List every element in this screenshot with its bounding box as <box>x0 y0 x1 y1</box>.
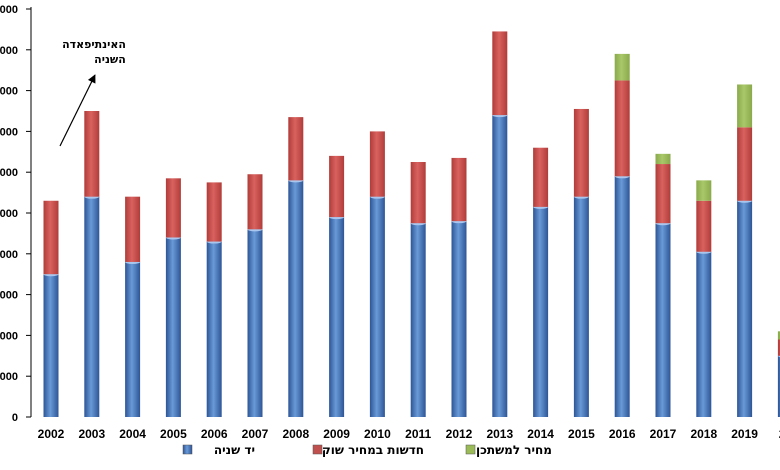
bar-segment <box>206 182 222 242</box>
bar-segment <box>533 147 549 207</box>
bar-segment <box>696 180 712 201</box>
legend-label: יד שניה <box>214 443 255 457</box>
bar-segment <box>737 200 753 417</box>
annotation-line-2: השניה <box>94 53 126 66</box>
x-tick-label: 2005 <box>160 427 187 441</box>
bar-segment <box>410 162 426 224</box>
x-tick-label: 2015 <box>568 427 595 441</box>
y-tick-label: 8000 <box>0 86 18 98</box>
bar-segment <box>165 237 181 417</box>
bar-segment <box>206 241 222 417</box>
x-tick-label: 2004 <box>119 427 146 441</box>
legend-swatch <box>182 444 193 455</box>
bar-segment <box>655 223 671 417</box>
bar-segment <box>451 221 467 417</box>
x-tick-label: 2002 <box>38 427 65 441</box>
bar-segment <box>451 157 467 222</box>
y-tick-label: 5000 <box>0 208 18 220</box>
x-tick-label: 2018 <box>690 427 717 441</box>
x-tick-label: 2017 <box>650 427 677 441</box>
bar-segment <box>777 355 780 417</box>
bar-segment <box>125 196 141 262</box>
bar-segment <box>247 174 263 230</box>
annotation-line-1: האינתיפאדה <box>62 38 126 51</box>
x-tick-label: 2012 <box>446 427 473 441</box>
y-tick-label: 2000 <box>0 330 18 342</box>
y-tick-label: 9000 <box>0 45 18 57</box>
bar-segment <box>329 217 345 417</box>
bar-segment <box>84 111 100 197</box>
x-tick-label: 2008 <box>282 427 309 441</box>
x-tick-label: 2006 <box>201 427 228 441</box>
bar-segment <box>165 178 181 238</box>
bar-segment <box>84 196 100 417</box>
x-tick-label: 2014 <box>527 427 554 441</box>
bar-segment <box>369 196 385 417</box>
y-tick-label: 7000 <box>0 126 18 138</box>
bar-segment <box>125 261 141 417</box>
bar-segment <box>492 31 508 116</box>
bar-segment <box>614 53 630 81</box>
bar-segment <box>614 176 630 417</box>
bar-segment <box>369 131 385 197</box>
bar-segment <box>533 206 549 417</box>
y-tick-label: 1000 <box>0 371 18 383</box>
bar-segment <box>614 80 630 177</box>
bar-segment <box>288 180 304 417</box>
bar-segment <box>573 108 589 197</box>
legend-label: חדשות במחיר שוק <box>322 443 424 457</box>
bar-segment <box>410 223 426 417</box>
x-tick-label: 20 <box>779 427 780 441</box>
y-tick-label: 6000 <box>0 167 18 179</box>
bar-segment <box>696 200 712 252</box>
legend-label: מחיר למשתכן <box>476 443 552 457</box>
bar-segment <box>573 196 589 417</box>
x-tick-label: 2013 <box>486 427 513 441</box>
y-axis-ticks: 0 1000 2000 3000 4000 5000 6000 7000 8000 9000 100… <box>0 4 31 424</box>
x-tick-label: 2019 <box>731 427 758 441</box>
bar-segment <box>43 274 59 417</box>
bar-segment <box>737 84 753 128</box>
bar-segment <box>737 127 753 201</box>
bar-segment <box>655 153 671 165</box>
bar-segment <box>288 117 304 181</box>
x-tick-label: 2011 <box>405 427 431 441</box>
legend: יד שניה חדשות במחיר שוק מחיר למשתכן <box>182 443 552 457</box>
legend-swatch <box>312 444 323 455</box>
y-tick-label: 10000 <box>0 4 18 16</box>
x-tick-label: 2007 <box>242 427 269 441</box>
bar-segment <box>329 155 345 218</box>
x-tick-label: 2003 <box>78 427 105 441</box>
annotation-intifada: האינתיפאדה השניה <box>59 38 126 147</box>
y-tick-label: 4000 <box>0 249 18 261</box>
y-tick-label: 0 <box>12 412 18 424</box>
bar-segment <box>777 339 780 356</box>
annotation-arrow <box>59 74 96 147</box>
x-tick-label: 2010 <box>364 427 391 441</box>
y-tick-label: 3000 <box>0 290 18 302</box>
bars <box>43 31 780 417</box>
x-tick-label: 2016 <box>609 427 636 441</box>
x-tick-label: 2009 <box>323 427 350 441</box>
bar-segment <box>492 115 508 417</box>
bar-segment <box>43 200 59 275</box>
bar-segment <box>777 331 780 340</box>
bar-segment <box>247 229 263 417</box>
bar-segment <box>696 251 712 417</box>
x-axis-ticks: 2002 2003 2004 2005 2006 2007 2008 2009 2010 2011… <box>38 427 780 441</box>
legend-swatch <box>465 444 476 455</box>
bar-segment <box>655 164 671 224</box>
